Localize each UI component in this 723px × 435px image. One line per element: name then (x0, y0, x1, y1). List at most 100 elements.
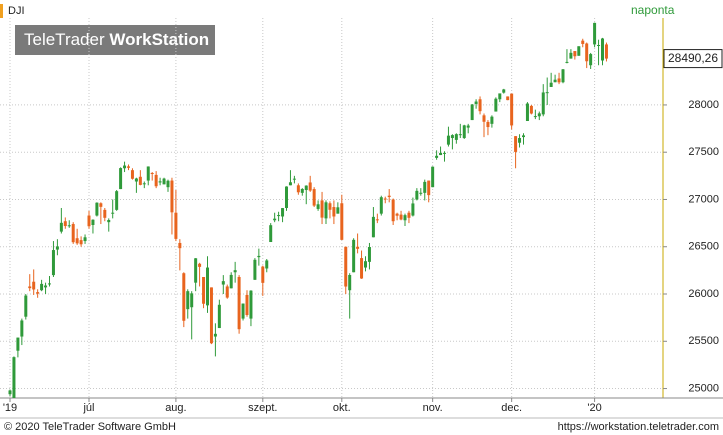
candle-body (12, 357, 16, 398)
candle-body (8, 390, 12, 395)
candle-body (170, 180, 174, 213)
candle-body (514, 136, 518, 152)
candle-body (83, 237, 87, 242)
candle-body (99, 203, 103, 207)
candle-body (162, 178, 166, 185)
candle-body (423, 181, 427, 193)
plot (0, 18, 663, 398)
candle-body (138, 176, 142, 185)
candle-body (577, 46, 581, 56)
candle-body (146, 166, 150, 181)
candle-body (561, 69, 565, 83)
candle-body (202, 276, 206, 304)
candle-body (395, 213, 399, 216)
candle-body (91, 219, 95, 225)
candle-body (194, 258, 198, 283)
candle-body (40, 283, 44, 291)
candle-body (597, 44, 601, 46)
y-tick-label: 25000 (688, 382, 719, 394)
candle-body (533, 116, 537, 118)
candle-body (288, 182, 292, 186)
symbol-marker (0, 4, 3, 18)
candle-body (336, 207, 340, 214)
candle-body (482, 115, 486, 122)
candle-body (407, 212, 411, 218)
candle-body (300, 188, 304, 193)
symbol: DJI (8, 5, 25, 17)
y-tick-label: 25500 (688, 335, 719, 347)
candle-body (257, 255, 261, 258)
candle-body (273, 218, 277, 221)
candle-body (48, 283, 51, 285)
candle-body (446, 135, 450, 145)
candle-body (16, 337, 20, 351)
candle-body (281, 208, 285, 217)
candle-body (51, 250, 55, 276)
candle-body (103, 209, 107, 218)
x-tick-label: aug. (165, 402, 186, 414)
candle-body (178, 242, 182, 249)
candle-body (427, 180, 431, 196)
candle-body (119, 168, 123, 190)
candle-body (59, 222, 63, 232)
candle-body (439, 152, 443, 156)
candle-body (364, 261, 367, 268)
candle-body (79, 240, 83, 245)
candle-body (308, 182, 312, 191)
candle-body (348, 275, 352, 291)
candle-body (55, 246, 59, 250)
candle-body (213, 333, 217, 337)
candle-body (352, 239, 356, 273)
candle-body (328, 203, 332, 210)
candle-body (221, 281, 225, 285)
candle-body (285, 186, 288, 208)
candle-body (332, 207, 336, 217)
candle-body (494, 98, 498, 112)
x-tick-label: szept. (248, 402, 277, 414)
candle-body (498, 93, 502, 100)
y-tick-label: 27000 (688, 193, 719, 205)
candle-body (340, 203, 344, 240)
candle-body (458, 134, 462, 136)
candle-body (470, 104, 474, 121)
candle-body (474, 101, 478, 104)
candle-body (522, 135, 525, 138)
candle-body (277, 215, 281, 217)
candle-body (545, 92, 549, 94)
candle-body (553, 79, 557, 83)
candle-body (304, 185, 308, 191)
url: https://workstation.teletrader.com (558, 421, 719, 433)
candle-body (111, 212, 115, 214)
candle-body (383, 198, 387, 200)
candle-body (387, 195, 391, 198)
candle-body (249, 290, 253, 319)
candle-body (123, 165, 127, 169)
candle-body (190, 293, 194, 308)
candle-body (20, 320, 24, 337)
x-tick-label: júl (82, 402, 94, 414)
x-tick-label: okt. (333, 402, 351, 414)
candle-body (435, 155, 439, 158)
candle-body (296, 185, 300, 193)
candle-body (115, 191, 119, 210)
last-price-label: 28490,26 (668, 51, 718, 65)
candle-body (356, 246, 360, 249)
candle-body (316, 204, 320, 209)
y-tick-label: 26500 (688, 241, 719, 253)
interval: naponta (631, 3, 675, 17)
candle-body (253, 259, 257, 280)
x-tick-label: '19 (3, 402, 17, 414)
candle-body (107, 219, 111, 223)
y-tick-label: 27500 (688, 146, 719, 158)
candle-body (431, 166, 435, 188)
candle-body (174, 212, 178, 239)
candle-body (443, 152, 446, 154)
candle-body (541, 92, 545, 115)
candle-body (158, 181, 162, 183)
candle-body (478, 99, 482, 112)
candle-body (502, 89, 506, 93)
candle-body (589, 54, 593, 66)
candle-body (130, 170, 134, 179)
candle-body (585, 43, 589, 62)
